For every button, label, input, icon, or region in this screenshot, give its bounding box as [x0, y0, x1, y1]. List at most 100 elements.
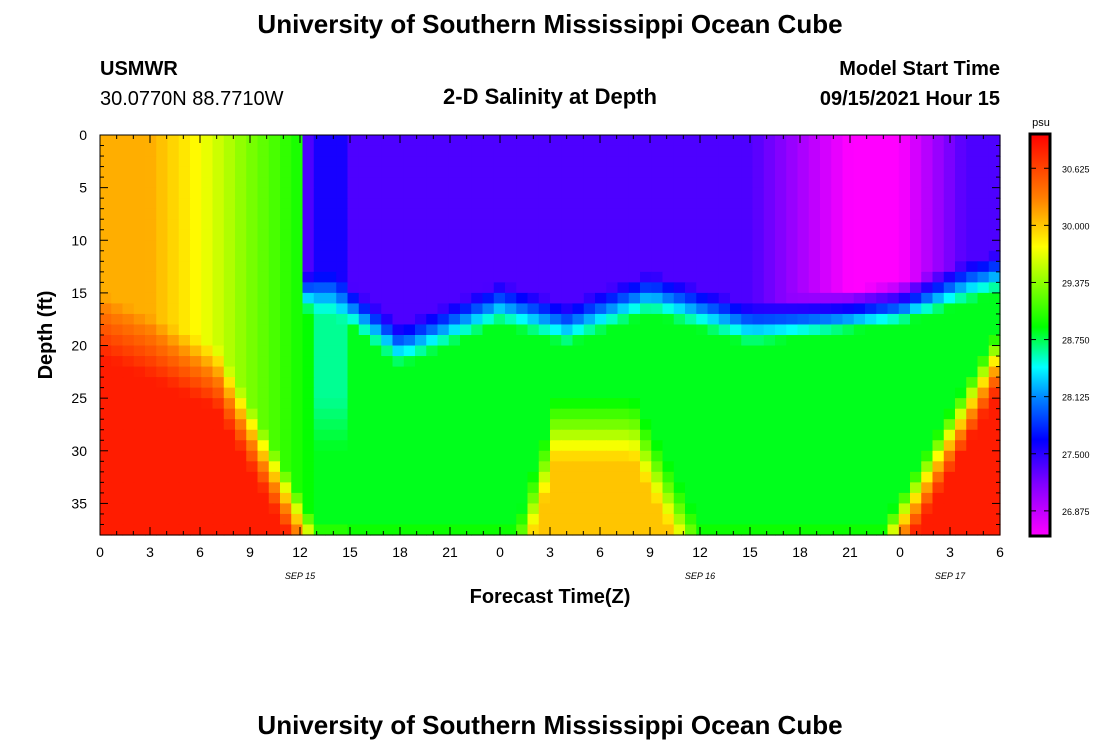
- heatmap-cell: [921, 135, 934, 147]
- heatmap-cell: [370, 471, 382, 483]
- heatmap-cell: [842, 250, 855, 262]
- heatmap-cell: [887, 345, 900, 357]
- heatmap-cell: [898, 240, 911, 252]
- heatmap-cell: [302, 261, 315, 273]
- heatmap-cell: [662, 513, 675, 526]
- heatmap-cell: [190, 198, 202, 210]
- heatmap-cell: [752, 250, 765, 262]
- date-label: SEP 15: [285, 571, 316, 581]
- heatmap-cell: [505, 450, 517, 462]
- heatmap-cell: [786, 492, 799, 505]
- heatmap-cell: [280, 229, 292, 241]
- heatmap-cell: [403, 156, 416, 168]
- heatmap-cell: [865, 429, 877, 441]
- heatmap-cell: [831, 335, 844, 347]
- heatmap-cell: [133, 208, 146, 220]
- heatmap-cell: [426, 408, 439, 420]
- heatmap-cell: [583, 208, 596, 220]
- heatmap-cell: [696, 335, 709, 347]
- heatmap-cell: [437, 324, 450, 336]
- heatmap-cell: [347, 313, 360, 326]
- heatmap-cell: [403, 219, 416, 231]
- heatmap-cell: [865, 398, 877, 410]
- heatmap-cell: [370, 503, 382, 515]
- heatmap-cell: [538, 503, 551, 515]
- colorbar: [1028, 132, 1052, 538]
- heatmap-cell: [808, 219, 821, 231]
- heatmap-cell: [606, 377, 619, 389]
- heatmap-cell: [313, 145, 326, 157]
- heatmap-cell: [482, 145, 495, 157]
- heatmap-cell: [302, 303, 315, 315]
- heatmap-cell: [538, 261, 551, 273]
- heatmap-cell: [313, 208, 326, 220]
- heatmap-cell: [190, 261, 202, 273]
- heatmap-cell: [707, 345, 720, 357]
- heatmap-cell: [190, 419, 202, 431]
- heatmap-cell: [415, 271, 427, 283]
- heatmap-cell: [538, 471, 551, 483]
- heatmap-cell: [572, 271, 585, 283]
- heatmap-cell: [302, 492, 315, 505]
- heatmap-cell: [291, 450, 304, 462]
- heatmap-cell: [505, 335, 517, 347]
- heatmap-cell: [325, 513, 337, 526]
- heatmap-cell: [302, 513, 315, 526]
- heatmap-cell: [426, 387, 439, 399]
- heatmap-cell: [347, 408, 360, 420]
- heatmap-cell: [988, 219, 1001, 231]
- heatmap-cell: [145, 387, 157, 399]
- heatmap-cell: [415, 377, 427, 389]
- heatmap-cell: [280, 461, 292, 473]
- heatmap-cell: [437, 292, 450, 305]
- heatmap-cell: [583, 166, 596, 178]
- heatmap-cell: [426, 198, 439, 210]
- heatmap-cell: [640, 156, 652, 168]
- heatmap-cell: [201, 240, 214, 252]
- heatmap-cell: [955, 156, 967, 168]
- heatmap-cell: [493, 166, 506, 178]
- heatmap-cell: [808, 240, 821, 252]
- heatmap-cell: [583, 261, 596, 273]
- heatmap-cell: [122, 324, 135, 336]
- heatmap-cell: [212, 503, 225, 515]
- heatmap-cell: [448, 482, 461, 494]
- heatmap-cell: [291, 387, 304, 399]
- heatmap-cell: [910, 450, 922, 462]
- heatmap-cell: [921, 187, 934, 199]
- heatmap-cell: [673, 471, 686, 483]
- heatmap-cell: [133, 177, 146, 189]
- heatmap-cell: [887, 335, 900, 347]
- heatmap-cell: [898, 145, 911, 157]
- heatmap-cell: [730, 366, 742, 378]
- heatmap-cell: [640, 250, 652, 262]
- heatmap-cell: [730, 335, 742, 347]
- heatmap-cell: [145, 292, 157, 305]
- heatmap-cell: [381, 282, 394, 294]
- heatmap-cell: [235, 135, 247, 147]
- heatmap-cell: [921, 324, 934, 336]
- heatmap-cell: [865, 261, 877, 273]
- heatmap-cell: [336, 219, 349, 231]
- heatmap-cell: [156, 261, 169, 273]
- heatmap-cell: [235, 513, 247, 526]
- heatmap-cell: [707, 482, 720, 494]
- heatmap-cell: [167, 408, 180, 420]
- heatmap-cell: [718, 471, 731, 483]
- heatmap-cell: [392, 271, 405, 283]
- heatmap-cell: [336, 356, 349, 368]
- heatmap-cell: [741, 492, 754, 505]
- x-tick-label: 9: [246, 544, 254, 560]
- heatmap-cell: [988, 345, 1001, 357]
- heatmap-cell: [313, 292, 326, 305]
- heatmap-cell: [910, 335, 922, 347]
- heatmap-cell: [921, 313, 934, 326]
- heatmap-cell: [707, 229, 720, 241]
- heatmap-cell: [201, 135, 214, 147]
- heatmap-cell: [100, 324, 112, 336]
- heatmap-cell: [887, 324, 900, 336]
- heatmap-cell: [268, 156, 281, 168]
- heatmap-cell: [955, 145, 967, 157]
- heatmap-cell: [786, 408, 799, 420]
- heatmap-cell: [392, 471, 405, 483]
